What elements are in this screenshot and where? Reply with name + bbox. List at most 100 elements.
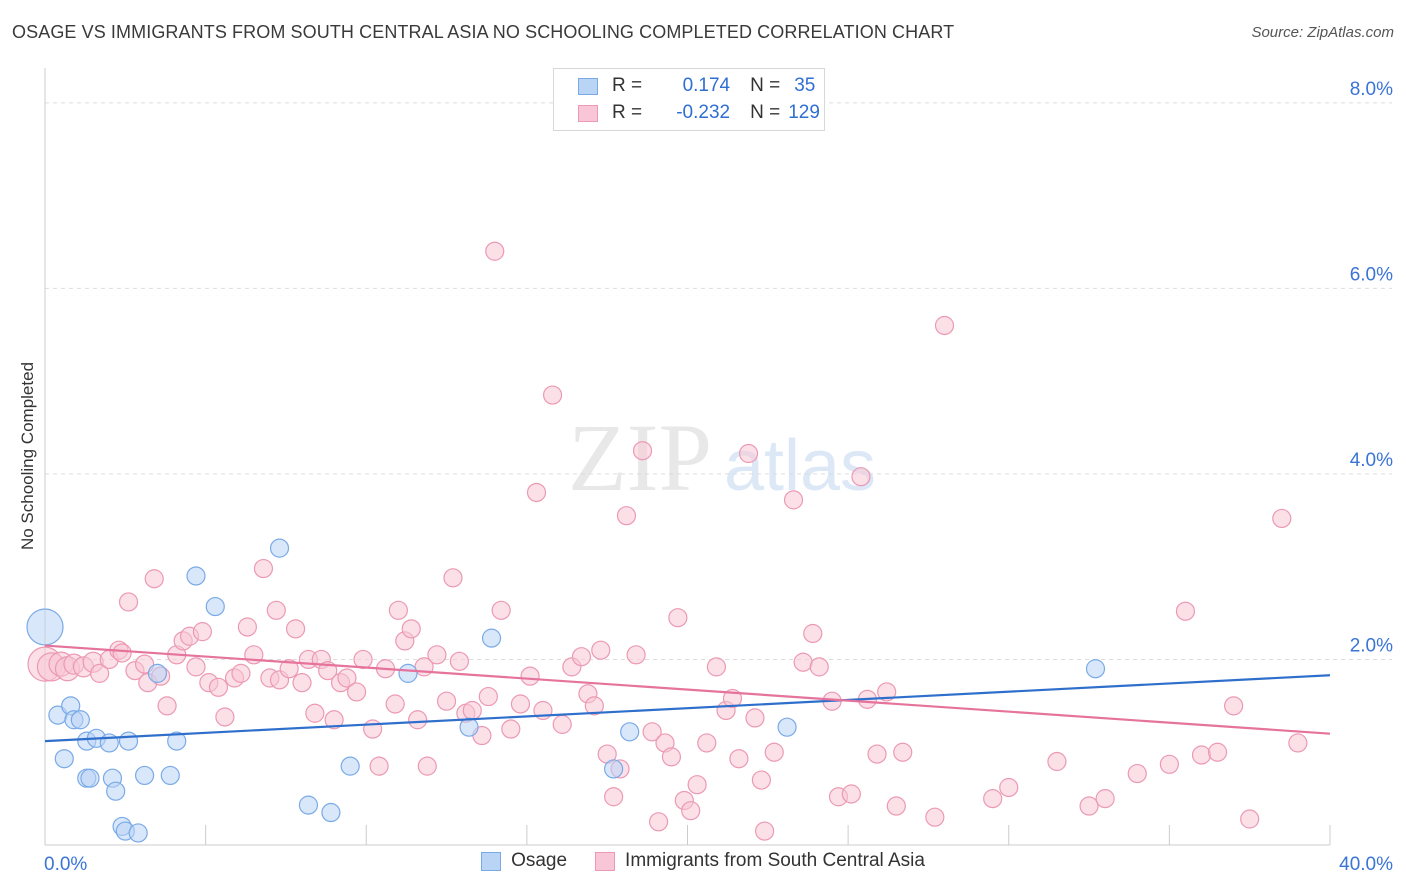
gridlines bbox=[45, 102, 1392, 660]
osage-point bbox=[80, 768, 100, 788]
immigrants-point bbox=[751, 770, 771, 790]
watermark-atlas: atlas bbox=[724, 426, 876, 506]
immigrants-point bbox=[584, 696, 604, 716]
immigrants-point bbox=[144, 569, 164, 589]
immigrants-point bbox=[134, 654, 155, 674]
legend-n-label: N = bbox=[750, 102, 781, 123]
immigrants-point bbox=[1095, 789, 1115, 809]
immigrants-point bbox=[1272, 508, 1292, 529]
immigrants-point bbox=[886, 796, 906, 816]
immigrants-point bbox=[934, 315, 955, 336]
legend-label-immigrants: Immigrants from South Central Asia bbox=[625, 850, 925, 871]
osage-point bbox=[620, 722, 640, 742]
legend-n-label: N = bbox=[750, 75, 781, 96]
immigrants-point bbox=[253, 558, 274, 579]
immigrants-point bbox=[1240, 809, 1260, 829]
immigrants-point bbox=[1079, 796, 1099, 816]
legend-item-osage[interactable]: Osage bbox=[481, 850, 567, 872]
immigrants-point bbox=[279, 659, 299, 679]
osage-point bbox=[321, 802, 341, 823]
watermark: ZIP atlas bbox=[568, 404, 876, 511]
immigrants-point bbox=[385, 694, 405, 714]
immigrants-point bbox=[809, 657, 829, 677]
immigrants-point bbox=[369, 756, 389, 776]
legend-n-value: 129 bbox=[788, 102, 820, 123]
immigrants-trend-line bbox=[44, 644, 1331, 735]
immigrants-point bbox=[347, 682, 367, 702]
immigrants-point bbox=[925, 807, 945, 827]
immigrants-point bbox=[408, 710, 428, 730]
immigrants-point bbox=[697, 733, 717, 753]
immigrants-point bbox=[841, 784, 861, 804]
legend-row-immigrants: R = -0.232 N = 129 bbox=[578, 101, 820, 125]
immigrants-point bbox=[436, 691, 457, 711]
immigrants-point bbox=[363, 719, 383, 739]
immigrants-point bbox=[661, 747, 682, 767]
immigrants-point bbox=[186, 657, 206, 677]
immigrants-point bbox=[501, 719, 521, 739]
immigrants-point bbox=[803, 623, 823, 644]
tick-labels: 2.0% 4.0% 6.0% 8.0% 0.0% 40.0% bbox=[44, 79, 1393, 875]
immigrants-point bbox=[632, 441, 653, 461]
immigrants-point bbox=[157, 696, 177, 716]
osage-point bbox=[54, 749, 74, 769]
osage-point bbox=[298, 795, 319, 815]
osage-point bbox=[128, 823, 148, 843]
immigrants-point bbox=[1207, 742, 1228, 762]
immigrants-point bbox=[231, 663, 251, 683]
immigrants-point bbox=[112, 643, 132, 663]
immigrants-point bbox=[526, 482, 547, 503]
y-tick-label: 2.0% bbox=[1350, 635, 1393, 656]
immigrants-point bbox=[90, 663, 110, 683]
immigrants-point bbox=[571, 647, 592, 667]
legend-item-immigrants[interactable]: Immigrants from South Central Asia bbox=[595, 850, 925, 872]
osage-point bbox=[269, 538, 290, 558]
legend-label-osage: Osage bbox=[511, 850, 568, 871]
immigrants-point bbox=[292, 673, 312, 693]
immigrants-point bbox=[626, 645, 646, 665]
x-tick-label: 0.0% bbox=[44, 854, 87, 875]
osage-point bbox=[340, 756, 360, 776]
immigrants-point bbox=[745, 708, 765, 728]
immigrants-point bbox=[867, 744, 887, 764]
immigrants-point bbox=[893, 742, 913, 762]
osage-point bbox=[777, 717, 797, 737]
immigrants-point bbox=[729, 749, 749, 769]
immigrants-point bbox=[388, 600, 408, 620]
immigrants-point bbox=[1224, 696, 1244, 716]
legend-r-label: R = bbox=[612, 75, 643, 96]
immigrants-point bbox=[491, 600, 511, 620]
immigrants-point bbox=[285, 619, 306, 639]
immigrants-point bbox=[208, 677, 229, 697]
immigrants-point bbox=[681, 801, 701, 821]
y-axis-label: No Schooling Completed bbox=[18, 361, 37, 551]
immigrants-point bbox=[401, 619, 421, 639]
immigrants-point bbox=[1127, 763, 1147, 784]
immigrants-point bbox=[1288, 733, 1308, 753]
osage-point bbox=[160, 765, 180, 786]
legend-correlation: R = 0.174 N = 35 R = -0.232 N = 129 bbox=[553, 68, 825, 131]
legend-swatch-immigrants bbox=[595, 851, 616, 871]
immigrants-point bbox=[999, 777, 1019, 798]
immigrants-point bbox=[1159, 754, 1179, 774]
immigrants-point bbox=[337, 668, 357, 688]
osage-point bbox=[147, 663, 168, 683]
immigrants-point bbox=[462, 700, 482, 721]
immigrants-point bbox=[754, 821, 775, 841]
immigrants-point bbox=[1047, 751, 1067, 772]
immigrants-point bbox=[648, 812, 669, 832]
osage-point bbox=[398, 663, 418, 683]
legend-swatch-osage bbox=[481, 851, 502, 871]
osage-point bbox=[106, 781, 126, 801]
immigrants-point bbox=[266, 600, 286, 620]
immigrants-point bbox=[983, 789, 1003, 809]
osage-point bbox=[1085, 659, 1106, 679]
legend-r-value: 0.174 bbox=[682, 75, 731, 96]
legend-series: Osage Immigrants from South Central Asia bbox=[0, 850, 1406, 872]
osage-point bbox=[70, 710, 90, 730]
legend-r-label: R = bbox=[612, 102, 643, 123]
axes bbox=[44, 68, 1331, 846]
osage-trend-line bbox=[44, 674, 1331, 743]
osage-point bbox=[26, 608, 64, 646]
